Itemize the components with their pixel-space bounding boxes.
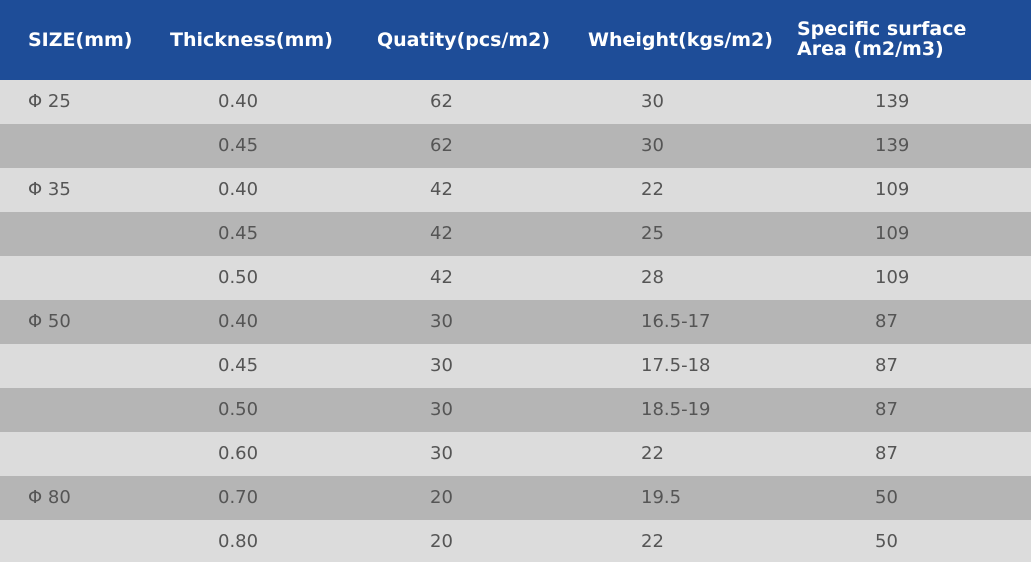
table-cell: 30 xyxy=(430,443,453,464)
table-cell: 30 xyxy=(430,311,453,332)
table-cell: 42 xyxy=(430,223,453,244)
table-row: 0.80 20 22 50 xyxy=(0,520,1031,562)
table-cell: 0.50 xyxy=(218,267,259,288)
table-cell: 25 xyxy=(641,223,664,244)
table-cell: 30 xyxy=(430,355,453,376)
table-cell: Φ 80 xyxy=(28,487,71,508)
table-cell: 62 xyxy=(430,135,453,156)
table-cell: 0.40 xyxy=(218,91,259,112)
table-cell: 0.60 xyxy=(218,443,259,464)
table-cell: 19.5 xyxy=(641,487,682,508)
header-cell: Quatity(pcs/m2) xyxy=(377,29,551,51)
table-cell: 42 xyxy=(430,179,453,200)
table-cell: 30 xyxy=(641,135,664,156)
header-cell: Wheight(kgs/m2) xyxy=(588,29,773,51)
table-cell: 20 xyxy=(430,487,453,508)
table-cell: 0.50 xyxy=(218,399,259,420)
table-cell: 109 xyxy=(875,179,910,200)
table-cell: 50 xyxy=(875,487,898,508)
table-cell: 17.5-18 xyxy=(641,355,711,376)
table-cell: Φ 25 xyxy=(28,91,71,112)
table-row: 0.50 42 28 109 xyxy=(0,256,1031,300)
table-cell: 87 xyxy=(875,399,898,420)
table-cell: 139 xyxy=(875,91,910,112)
table-cell: 28 xyxy=(641,267,664,288)
table-cell: 22 xyxy=(641,443,664,464)
table-cell: 87 xyxy=(875,355,898,376)
header-cell: Thickness(mm) xyxy=(170,29,333,51)
table-cell: 0.40 xyxy=(218,179,259,200)
table-row: Φ 80 0.70 20 19.5 50 xyxy=(0,476,1031,520)
table-cell: 0.45 xyxy=(218,355,259,376)
table-row: 0.45 62 30 139 xyxy=(0,124,1031,168)
table-cell: 22 xyxy=(641,179,664,200)
table-cell: 50 xyxy=(875,531,898,552)
header-row: SIZE(mm) Thickness(mm) Quatity(pcs/m2) Whei… xyxy=(0,0,1031,80)
table-cell: 18.5-19 xyxy=(641,399,711,420)
table-cell: Φ 35 xyxy=(28,179,71,200)
header-cell: Specific surface Area (m2/m3) xyxy=(797,18,967,60)
table-row: Φ 50 0.40 30 16.5-17 87 xyxy=(0,300,1031,344)
table-row: 0.45 30 17.5-18 87 xyxy=(0,344,1031,388)
table-row: Φ 35 0.40 42 22 109 xyxy=(0,168,1031,212)
table-cell: 87 xyxy=(875,443,898,464)
table-cell: 42 xyxy=(430,267,453,288)
table-cell: 109 xyxy=(875,267,910,288)
table-cell: 0.45 xyxy=(218,135,259,156)
table-cell: 22 xyxy=(641,531,664,552)
table-row: 0.45 42 25 109 xyxy=(0,212,1031,256)
table-cell: 62 xyxy=(430,91,453,112)
table-cell: 109 xyxy=(875,223,910,244)
table-cell: 139 xyxy=(875,135,910,156)
table-cell: 87 xyxy=(875,311,898,332)
table-cell: 16.5-17 xyxy=(641,311,711,332)
table-cell: 20 xyxy=(430,531,453,552)
table-cell: 0.70 xyxy=(218,487,259,508)
table-cell: Φ 50 xyxy=(28,311,71,332)
table-cell: 30 xyxy=(430,399,453,420)
table-cell: 30 xyxy=(641,91,664,112)
table-cell: 0.40 xyxy=(218,311,259,332)
table-row: 0.50 30 18.5-19 87 xyxy=(0,388,1031,432)
header-cell: SIZE(mm) xyxy=(28,29,133,51)
table-row: Φ 25 0.40 62 30 139 xyxy=(0,80,1031,124)
table-cell: 0.45 xyxy=(218,223,259,244)
table-row: 0.60 30 22 87 xyxy=(0,432,1031,476)
table-cell: 0.80 xyxy=(218,531,259,552)
